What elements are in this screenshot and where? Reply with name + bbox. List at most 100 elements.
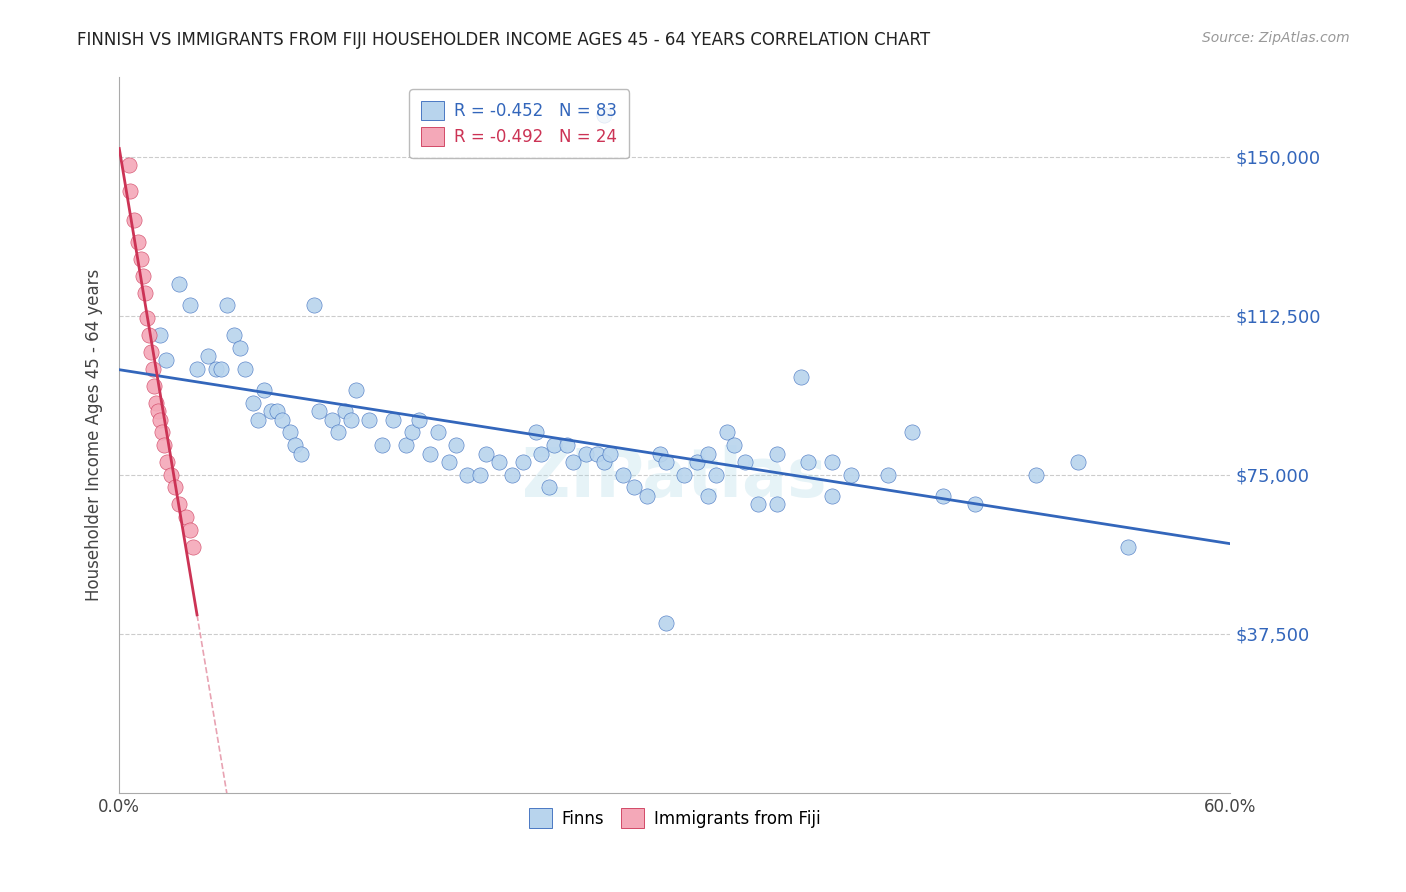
- Point: [215, 298, 238, 312]
- Point: [127, 235, 149, 249]
- Text: ZIPatlas: ZIPatlas: [523, 445, 827, 511]
- Point: [654, 455, 676, 469]
- Point: [167, 277, 190, 291]
- Point: [335, 404, 357, 418]
- Point: [183, 540, 205, 554]
- Point: [290, 447, 312, 461]
- Point: [612, 467, 634, 482]
- Point: [278, 425, 301, 440]
- Point: [233, 361, 256, 376]
- Point: [247, 412, 270, 426]
- Point: [152, 438, 174, 452]
- Point: [326, 425, 349, 440]
- Point: [395, 438, 418, 452]
- Point: [284, 438, 307, 452]
- Point: [543, 438, 565, 452]
- Point: [222, 327, 245, 342]
- Point: [686, 455, 709, 469]
- Point: [599, 447, 621, 461]
- Point: [260, 404, 283, 418]
- Point: [156, 455, 179, 469]
- Point: [253, 383, 276, 397]
- Point: [437, 455, 460, 469]
- Point: [537, 481, 560, 495]
- Legend: Finns, Immigrants from Fiji: Finns, Immigrants from Fiji: [522, 802, 828, 834]
- Point: [204, 361, 226, 376]
- Text: FINNISH VS IMMIGRANTS FROM FIJI HOUSEHOLDER INCOME AGES 45 - 64 YEARS CORRELATIO: FINNISH VS IMMIGRANTS FROM FIJI HOUSEHOL…: [77, 31, 931, 49]
- Point: [790, 370, 813, 384]
- Point: [266, 404, 288, 418]
- Point: [228, 341, 250, 355]
- Point: [179, 523, 201, 537]
- Point: [593, 107, 616, 121]
- Point: [586, 447, 609, 461]
- Point: [716, 425, 738, 440]
- Point: [446, 438, 468, 452]
- Point: [167, 498, 190, 512]
- Point: [382, 412, 405, 426]
- Point: [186, 361, 208, 376]
- Point: [488, 455, 510, 469]
- Point: [1025, 467, 1047, 482]
- Point: [575, 447, 598, 461]
- Point: [765, 498, 787, 512]
- Point: [136, 310, 159, 325]
- Point: [963, 498, 986, 512]
- Point: [242, 395, 264, 409]
- Point: [179, 298, 201, 312]
- Point: [765, 447, 787, 461]
- Point: [697, 447, 720, 461]
- Point: [1118, 540, 1140, 554]
- Point: [704, 467, 727, 482]
- Point: [117, 158, 139, 172]
- Point: [557, 438, 579, 452]
- Point: [456, 467, 478, 482]
- Point: [344, 383, 367, 397]
- Point: [302, 298, 325, 312]
- Point: [419, 447, 441, 461]
- Text: Source: ZipAtlas.com: Source: ZipAtlas.com: [1202, 31, 1350, 45]
- Point: [697, 489, 720, 503]
- Point: [593, 455, 616, 469]
- Point: [821, 455, 844, 469]
- Point: [673, 467, 696, 482]
- Point: [562, 455, 585, 469]
- Point: [339, 412, 361, 426]
- Point: [145, 395, 167, 409]
- Y-axis label: Householder Income Ages 45 - 64 years: Householder Income Ages 45 - 64 years: [86, 268, 103, 601]
- Point: [149, 327, 172, 342]
- Point: [163, 481, 186, 495]
- Point: [475, 447, 498, 461]
- Point: [654, 616, 676, 631]
- Point: [876, 467, 898, 482]
- Point: [470, 467, 492, 482]
- Point: [149, 412, 172, 426]
- Point: [623, 481, 645, 495]
- Point: [308, 404, 330, 418]
- Point: [1067, 455, 1090, 469]
- Point: [122, 213, 145, 227]
- Point: [821, 489, 844, 503]
- Point: [197, 349, 219, 363]
- Point: [143, 378, 166, 392]
- Point: [401, 425, 423, 440]
- Point: [359, 412, 381, 426]
- Point: [932, 489, 955, 503]
- Point: [209, 361, 232, 376]
- Point: [321, 412, 343, 426]
- Point: [132, 268, 155, 283]
- Point: [174, 510, 197, 524]
- Point: [747, 498, 769, 512]
- Point: [839, 467, 862, 482]
- Point: [139, 344, 162, 359]
- Point: [142, 361, 165, 376]
- Point: [636, 489, 658, 503]
- Point: [160, 467, 183, 482]
- Point: [734, 455, 756, 469]
- Point: [901, 425, 924, 440]
- Point: [408, 412, 430, 426]
- Point: [131, 252, 153, 266]
- Point: [120, 184, 142, 198]
- Point: [134, 285, 156, 300]
- Point: [524, 425, 547, 440]
